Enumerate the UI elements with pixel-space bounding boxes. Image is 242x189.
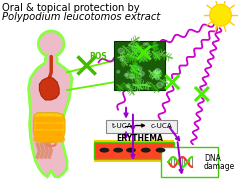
Circle shape: [60, 117, 65, 122]
Circle shape: [51, 137, 56, 142]
Bar: [160, 147, 218, 177]
Circle shape: [34, 117, 39, 122]
Circle shape: [54, 117, 59, 122]
Circle shape: [210, 4, 231, 26]
Circle shape: [60, 131, 65, 136]
Circle shape: [155, 69, 160, 74]
Bar: [47, 56, 55, 63]
Circle shape: [45, 117, 50, 122]
Circle shape: [120, 58, 123, 61]
Circle shape: [118, 48, 124, 53]
Circle shape: [38, 31, 64, 57]
Polygon shape: [39, 77, 59, 100]
Ellipse shape: [99, 148, 109, 153]
Circle shape: [40, 131, 45, 136]
Circle shape: [157, 82, 163, 88]
Circle shape: [60, 124, 65, 129]
Text: ROS: ROS: [90, 52, 107, 61]
Circle shape: [57, 131, 62, 136]
Bar: [114, 41, 166, 90]
Ellipse shape: [113, 148, 123, 153]
Circle shape: [43, 124, 47, 129]
Circle shape: [34, 137, 39, 142]
Circle shape: [48, 117, 53, 122]
Circle shape: [155, 75, 160, 80]
Bar: [94, 140, 174, 162]
Text: damage: damage: [204, 162, 235, 171]
Circle shape: [45, 124, 50, 129]
Bar: [94, 142, 174, 159]
Circle shape: [43, 137, 47, 142]
Circle shape: [48, 137, 53, 142]
Circle shape: [117, 70, 120, 73]
Circle shape: [127, 84, 130, 88]
Ellipse shape: [126, 148, 136, 153]
Circle shape: [54, 137, 59, 142]
Polygon shape: [29, 51, 72, 177]
Circle shape: [126, 73, 129, 76]
Circle shape: [45, 137, 50, 142]
Text: t-UCA: t-UCA: [112, 122, 133, 129]
Circle shape: [40, 117, 45, 122]
Circle shape: [43, 117, 47, 122]
Circle shape: [54, 124, 59, 129]
Circle shape: [57, 117, 62, 122]
Circle shape: [43, 131, 47, 136]
Circle shape: [45, 131, 50, 136]
Circle shape: [37, 117, 42, 122]
Text: c-UCA: c-UCA: [151, 122, 173, 129]
Circle shape: [54, 131, 59, 136]
Ellipse shape: [156, 148, 166, 153]
Circle shape: [48, 131, 53, 136]
Circle shape: [124, 74, 128, 77]
Circle shape: [51, 117, 56, 122]
Circle shape: [37, 137, 42, 142]
Circle shape: [37, 124, 42, 129]
Circle shape: [34, 124, 39, 129]
Circle shape: [130, 74, 134, 78]
Circle shape: [40, 124, 45, 129]
Circle shape: [60, 137, 65, 142]
Circle shape: [153, 70, 158, 74]
Text: Polypodium leucotomos extract: Polypodium leucotomos extract: [2, 12, 160, 22]
Ellipse shape: [141, 148, 151, 153]
Circle shape: [144, 43, 146, 45]
Circle shape: [57, 137, 62, 142]
Circle shape: [37, 131, 42, 136]
Circle shape: [51, 124, 56, 129]
Circle shape: [138, 67, 142, 71]
Text: Oral & topical protection by: Oral & topical protection by: [2, 3, 140, 13]
Text: ERYTHEMA: ERYTHEMA: [116, 134, 163, 143]
Circle shape: [34, 131, 39, 136]
Circle shape: [48, 124, 53, 129]
Circle shape: [57, 124, 62, 129]
Circle shape: [146, 43, 149, 45]
Circle shape: [140, 71, 144, 76]
Polygon shape: [33, 113, 65, 142]
Text: DNA: DNA: [204, 153, 221, 163]
Bar: [106, 120, 177, 133]
Circle shape: [51, 131, 56, 136]
Circle shape: [40, 137, 45, 142]
